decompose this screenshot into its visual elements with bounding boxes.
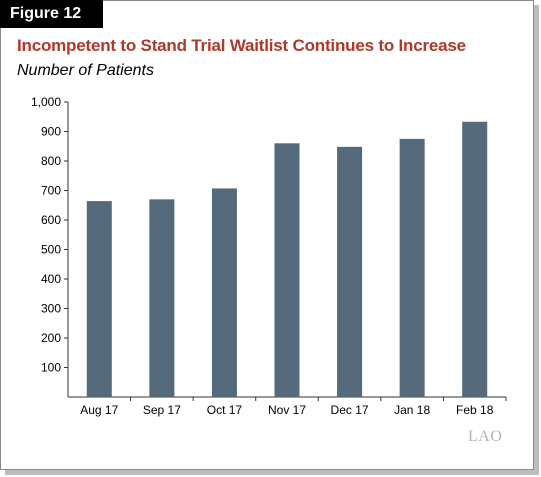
x-tick-label: Oct 17 <box>207 403 243 417</box>
bar <box>337 146 363 397</box>
y-tick-label: 400 <box>41 272 61 286</box>
x-tick-label: Sep 17 <box>143 403 181 417</box>
y-tick-label: 300 <box>41 302 61 316</box>
x-tick-label: Dec 17 <box>331 403 369 417</box>
bar <box>149 199 175 397</box>
bar <box>399 138 425 397</box>
x-tick-label: Jan 18 <box>394 403 430 417</box>
y-tick-label: 700 <box>41 184 61 198</box>
x-tick-label: Nov 17 <box>268 403 306 417</box>
bar <box>274 143 300 397</box>
bar <box>462 121 488 397</box>
bar <box>211 188 237 397</box>
y-tick-label: 1,000 <box>31 95 61 109</box>
y-tick-label: 500 <box>41 243 61 257</box>
x-tick-label: Aug 17 <box>80 403 118 417</box>
y-tick-label: 200 <box>41 331 61 345</box>
y-tick-label: 100 <box>41 361 61 375</box>
x-tick-label: Feb 18 <box>456 403 494 417</box>
bar <box>86 201 112 397</box>
y-tick-label: 900 <box>41 125 61 139</box>
lao-logo: LAO <box>468 428 503 445</box>
chart-title: Incompetent to Stand Trial Waitlist Cont… <box>17 36 466 55</box>
y-tick-label: 800 <box>41 154 61 168</box>
figure-label: Figure 12 <box>0 0 103 28</box>
chart-subtitle: Number of Patients <box>17 62 154 79</box>
y-tick-label: 600 <box>41 213 61 227</box>
